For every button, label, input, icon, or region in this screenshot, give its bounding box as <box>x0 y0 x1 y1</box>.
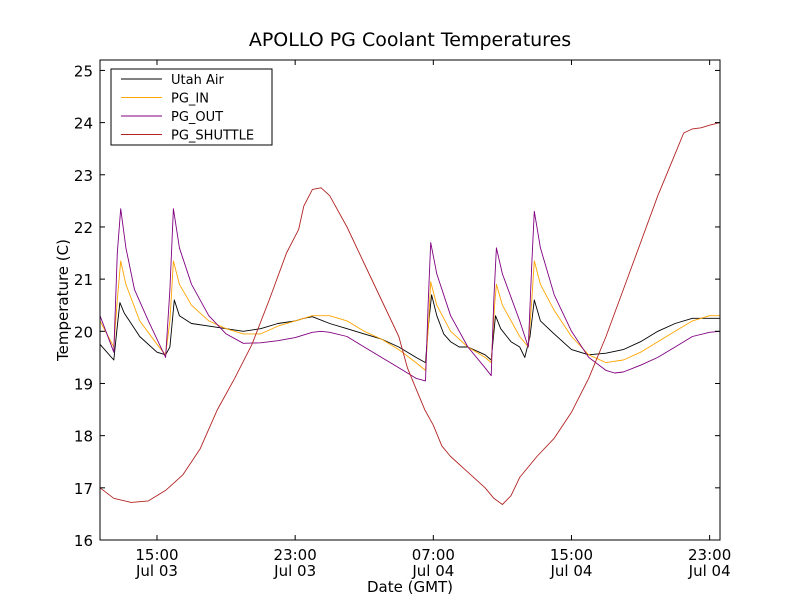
y-tick-label-3: 19 <box>74 375 93 393</box>
x-tick-sublabel-2: Jul 04 <box>411 562 454 580</box>
x-tick-label-3: 15:00 <box>550 546 593 564</box>
x-tick-label-1: 23:00 <box>274 546 317 564</box>
y-tick-label-2: 18 <box>74 428 93 446</box>
series-line-2 <box>99 208 721 382</box>
legend-label-3: PG_SHUTTLE <box>171 129 254 144</box>
legend-label-0: Utah Air <box>171 73 224 88</box>
x-tick-label-0: 15:00 <box>135 546 178 564</box>
chart-title: APOLLO PG Coolant Temperatures <box>249 29 571 51</box>
y-tick-label-5: 21 <box>74 271 93 289</box>
legend-box <box>110 68 273 146</box>
y-tick-label-0: 16 <box>74 532 93 550</box>
y-tick-label-4: 20 <box>74 323 93 341</box>
y-tick-label-6: 22 <box>74 219 93 237</box>
x-tick-label-2: 07:00 <box>412 546 455 564</box>
legend-label-2: PG_OUT <box>171 110 223 125</box>
x-tick-sublabel-0: Jul 03 <box>135 562 178 580</box>
x-tick-label-4: 23:00 <box>688 546 731 564</box>
y-tick-label-8: 24 <box>74 115 93 133</box>
y-tick-label-7: 23 <box>74 167 93 185</box>
x-tick-sublabel-4: Jul 04 <box>688 562 731 580</box>
legend: Utah Air PG_IN PG_OUT PG_SHUTTLE <box>110 68 273 146</box>
x-axis-label: Date (GMT) <box>367 578 453 596</box>
series-line-3 <box>99 122 721 505</box>
plot-frame <box>99 59 721 541</box>
y-tick-label-9: 25 <box>74 62 93 80</box>
legend-label-1: PG_IN <box>171 92 209 107</box>
x-tick-sublabel-1: Jul 03 <box>273 562 316 580</box>
series-layer <box>99 122 721 505</box>
x-tick-sublabel-3: Jul 04 <box>549 562 592 580</box>
y-axis-label: Temperature (C) <box>54 239 72 362</box>
y-tick-label-1: 17 <box>74 480 93 498</box>
